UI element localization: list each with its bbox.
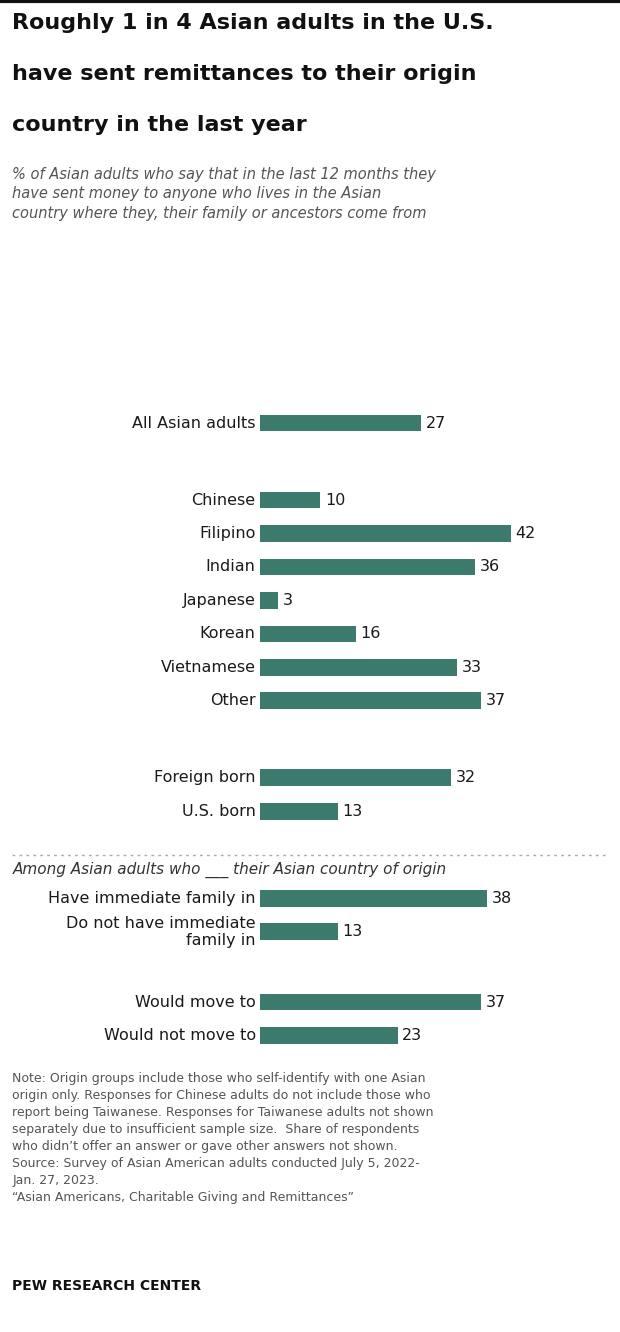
Text: 27: 27 <box>426 416 446 430</box>
Bar <box>260 994 481 1011</box>
Text: Do not have immediate
family in: Do not have immediate family in <box>66 915 255 948</box>
Text: Chinese: Chinese <box>192 493 255 507</box>
Text: 10: 10 <box>325 493 345 507</box>
Bar <box>260 693 481 709</box>
Bar <box>260 626 356 642</box>
Text: 3: 3 <box>283 593 293 607</box>
Text: Other: Other <box>210 694 255 709</box>
Text: 37: 37 <box>485 694 506 709</box>
Bar <box>260 659 457 675</box>
Bar <box>260 1027 397 1044</box>
Text: 36: 36 <box>480 559 500 574</box>
Text: country in the last year: country in the last year <box>12 115 307 135</box>
Text: Filipino: Filipino <box>199 526 255 541</box>
Text: Japanese: Japanese <box>183 593 255 607</box>
Text: Korean: Korean <box>200 626 255 642</box>
Bar <box>260 558 475 575</box>
Bar <box>260 414 422 432</box>
Bar <box>260 591 278 609</box>
Text: Would not move to: Would not move to <box>104 1028 255 1043</box>
Text: Would move to: Would move to <box>135 995 255 1010</box>
Text: Roughly 1 in 4 Asian adults in the U.S.: Roughly 1 in 4 Asian adults in the U.S. <box>12 13 494 33</box>
Text: 32: 32 <box>456 770 476 786</box>
Text: % of Asian adults who say that in the last 12 months they
have sent money to any: % of Asian adults who say that in the la… <box>12 166 436 221</box>
Text: Note: Origin groups include those who self-identify with one Asian
origin only. : Note: Origin groups include those who se… <box>12 1072 434 1204</box>
Text: Foreign born: Foreign born <box>154 770 255 786</box>
Bar <box>260 803 338 819</box>
Text: U.S. born: U.S. born <box>182 803 255 819</box>
Bar <box>260 923 338 940</box>
Text: 42: 42 <box>516 526 536 541</box>
Text: Indian: Indian <box>206 559 255 574</box>
Text: 13: 13 <box>343 803 363 819</box>
Text: Among Asian adults who ___ their Asian country of origin: Among Asian adults who ___ their Asian c… <box>12 862 446 878</box>
Text: 37: 37 <box>485 995 506 1010</box>
Text: 33: 33 <box>462 659 482 675</box>
Text: 16: 16 <box>361 626 381 642</box>
Text: 23: 23 <box>402 1028 422 1043</box>
Bar <box>260 525 511 542</box>
Text: Have immediate family in: Have immediate family in <box>48 891 255 906</box>
Text: PEW RESEARCH CENTER: PEW RESEARCH CENTER <box>12 1279 202 1293</box>
Text: 38: 38 <box>492 891 512 906</box>
Bar <box>260 770 451 786</box>
Text: have sent remittances to their origin: have sent remittances to their origin <box>12 64 477 84</box>
Text: 13: 13 <box>343 924 363 939</box>
Bar <box>260 492 320 509</box>
Text: Vietnamese: Vietnamese <box>161 659 255 675</box>
Text: All Asian adults: All Asian adults <box>132 416 255 430</box>
Bar <box>260 890 487 907</box>
